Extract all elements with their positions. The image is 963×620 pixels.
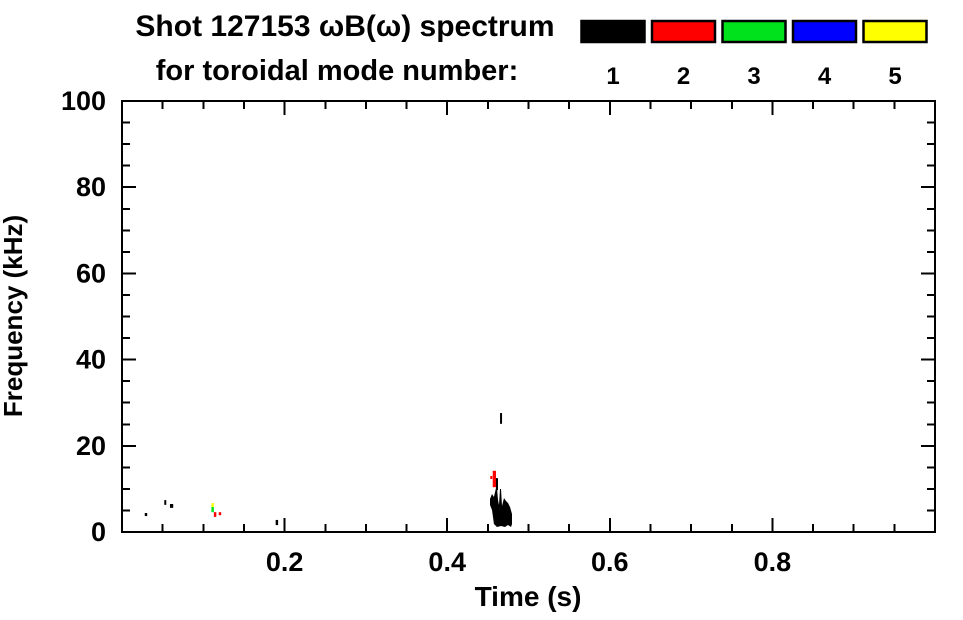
- legend-swatch-mode-4: [791, 19, 858, 44]
- y-tick-label-80: 80: [76, 172, 106, 202]
- spectrum-mark-n1: [275, 519, 279, 526]
- spectrum-mark-n2: [218, 512, 222, 516]
- spectrum-mark-n2: [492, 470, 496, 488]
- x-tick-label-0.8: 0.8: [754, 547, 792, 577]
- legend-label-mode-5: 5: [888, 63, 901, 90]
- x-axis-label: Time (s): [475, 581, 582, 612]
- spectrum-mark-n1: [169, 503, 174, 508]
- legend: 1 2 3 4 5: [580, 19, 928, 90]
- spectrum-mark-n2: [490, 475, 493, 479]
- spectrum-blob-n1: [490, 488, 512, 527]
- y-tick-labels: 0 20 40 60 80 100: [61, 86, 106, 547]
- legend-label-mode-1: 1: [606, 63, 619, 90]
- spectrum-mark-n1: [164, 500, 167, 505]
- y-tick-label-60: 60: [76, 258, 106, 288]
- chart-title-line2: for toroidal mode number:: [156, 55, 519, 87]
- y-axis-label: Frequency (kHz): [0, 215, 28, 417]
- spectrum-mark-n1: [144, 513, 148, 517]
- x-tick-label-0.4: 0.4: [428, 547, 466, 577]
- x-tick-label-0.2: 0.2: [266, 547, 304, 577]
- y-tick-label-20: 20: [76, 431, 106, 461]
- legend-swatch-mode-1: [580, 19, 646, 44]
- legend-swatch-mode-3: [721, 19, 787, 44]
- y-tick-label-100: 100: [61, 86, 106, 116]
- legend-swatch-mode-5: [862, 19, 928, 44]
- chart-title-line1: Shot 127153 ωB(ω) spectrum: [135, 10, 554, 43]
- legend-swatch-mode-2: [650, 19, 717, 44]
- spectrum-mark-n3: [211, 507, 214, 513]
- legend-label-mode-4: 4: [818, 63, 832, 90]
- axis-ticks: [122, 100, 935, 533]
- legend-label-mode-3: 3: [747, 63, 760, 90]
- y-tick-label-40: 40: [76, 345, 106, 375]
- legend-label-mode-2: 2: [677, 63, 690, 90]
- x-tick-label-0.6: 0.6: [591, 547, 629, 577]
- spectrum-mark-n2: [213, 512, 217, 517]
- plot-frame: [121, 100, 936, 533]
- data-marks: [144, 413, 512, 527]
- y-tick-label-0: 0: [91, 517, 106, 547]
- spectrum-mark-n1: [495, 478, 498, 491]
- x-tick-labels: 0.2 0.4 0.6 0.8: [266, 547, 791, 577]
- spectrum-mark-n5: [211, 503, 214, 508]
- spectrum-mark-n1: [500, 413, 503, 424]
